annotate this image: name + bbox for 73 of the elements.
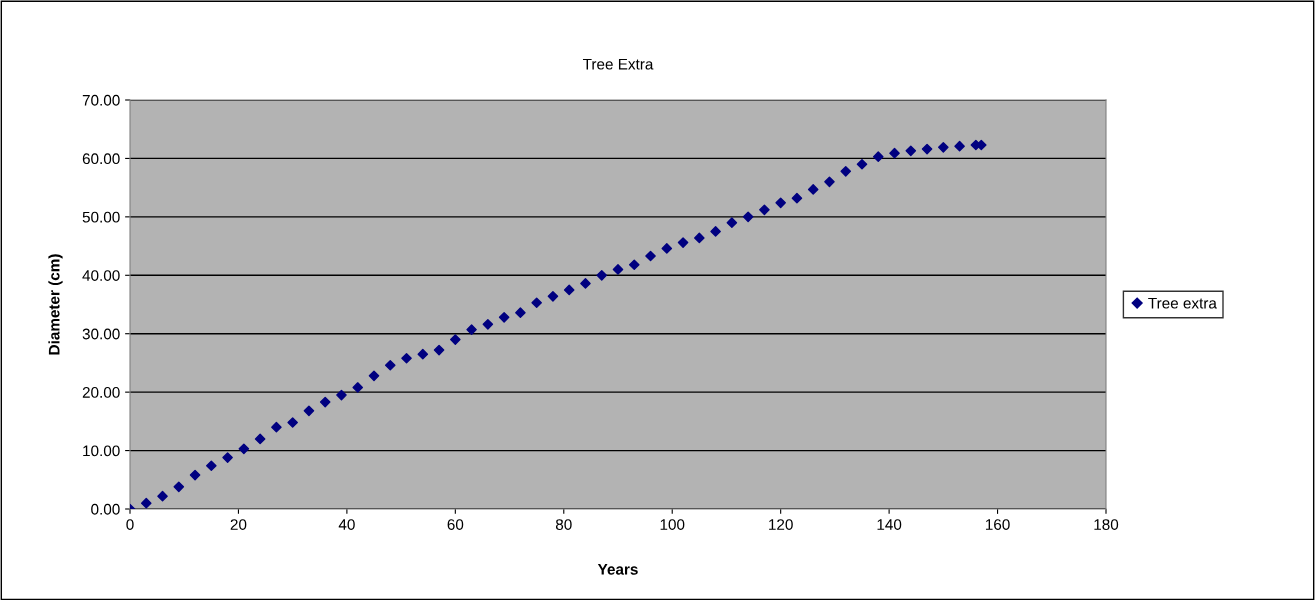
point <box>336 389 347 401</box>
point <box>466 324 477 335</box>
point <box>401 352 412 364</box>
point <box>563 284 575 296</box>
y-tick-label: 60.00 <box>82 153 120 165</box>
x-axis-title: Years <box>597 564 638 575</box>
point <box>287 417 298 428</box>
point <box>759 204 770 216</box>
point <box>206 460 217 472</box>
point <box>189 469 201 481</box>
legend-label: Tree extra <box>1148 297 1217 309</box>
point <box>417 348 429 360</box>
x-tick-label: 180 <box>1094 519 1119 530</box>
point <box>140 497 152 509</box>
point <box>807 184 819 195</box>
x-tick-label: 20 <box>230 519 247 530</box>
point <box>580 278 591 289</box>
point <box>694 232 705 244</box>
point <box>515 307 526 318</box>
point <box>352 382 364 393</box>
point <box>824 176 835 188</box>
point <box>531 297 542 309</box>
point <box>856 158 868 170</box>
chart-title: Tree Extra <box>582 58 654 70</box>
point <box>547 291 559 302</box>
point <box>384 359 396 371</box>
point <box>433 344 445 356</box>
y-tick-label: 30.00 <box>82 328 120 340</box>
y-tick-label: 40.00 <box>82 270 120 281</box>
point <box>954 140 965 152</box>
point <box>222 452 233 463</box>
point <box>905 145 917 157</box>
point <box>173 481 185 493</box>
y-tick-label: 10.00 <box>83 445 120 457</box>
y-tick-label: 20.00 <box>82 387 120 398</box>
point <box>157 490 168 502</box>
point <box>482 319 494 330</box>
x-tick-label: 140 <box>877 519 902 530</box>
point <box>889 147 900 159</box>
point <box>271 421 282 433</box>
point <box>661 243 673 254</box>
point <box>628 259 640 271</box>
point <box>612 264 624 275</box>
y-tick-label: 50.00 <box>82 211 120 223</box>
point <box>938 142 949 153</box>
x-tick-label: 120 <box>769 519 793 530</box>
x-tick-label: 100 <box>660 519 685 530</box>
point <box>645 250 656 262</box>
x-tick-label: 0 <box>126 519 134 530</box>
point <box>596 269 608 281</box>
y-tick-label: 0.00 <box>91 503 120 515</box>
point <box>840 165 852 177</box>
point <box>775 197 786 209</box>
point <box>791 192 803 204</box>
point <box>450 334 461 345</box>
x-tick-label: 60 <box>447 519 464 530</box>
point <box>742 211 754 223</box>
point <box>498 312 510 323</box>
point <box>319 396 331 408</box>
y-axis-title: Diameter (cm) <box>48 254 63 355</box>
point <box>872 151 884 162</box>
y-tick-label: 70.00 <box>82 94 120 106</box>
point <box>238 443 250 455</box>
point <box>921 143 933 155</box>
point <box>368 370 380 382</box>
point <box>254 433 266 445</box>
point <box>303 405 315 417</box>
x-tick-label: 160 <box>985 519 1010 530</box>
point <box>726 217 738 229</box>
point <box>710 226 721 237</box>
x-tick-label: 40 <box>338 519 355 530</box>
x-tick-label: 80 <box>555 519 572 530</box>
point <box>677 237 689 248</box>
